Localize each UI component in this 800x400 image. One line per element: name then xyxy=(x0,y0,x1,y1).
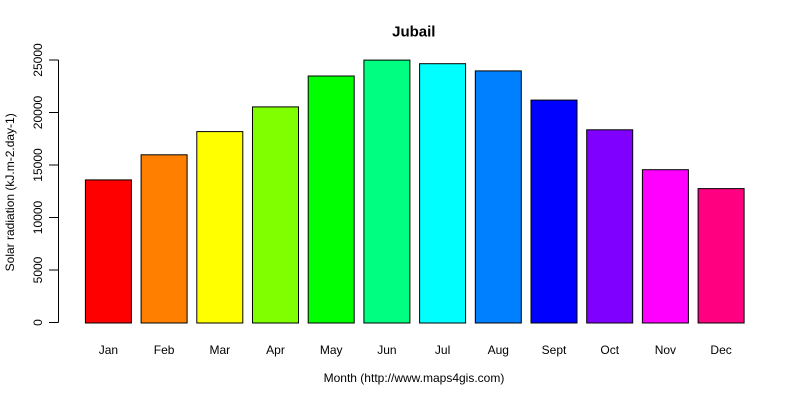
svg-text:Dec: Dec xyxy=(710,343,731,357)
svg-text:Jan: Jan xyxy=(99,343,118,357)
svg-text:Jun: Jun xyxy=(377,343,396,357)
svg-text:0: 0 xyxy=(31,319,45,326)
svg-text:Jubail: Jubail xyxy=(392,24,435,41)
svg-text:Oct: Oct xyxy=(600,343,619,357)
svg-text:Mar: Mar xyxy=(209,343,230,357)
svg-text:Jul: Jul xyxy=(435,343,450,357)
svg-text:5000: 5000 xyxy=(31,256,45,283)
svg-text:25000: 25000 xyxy=(31,43,45,77)
svg-text:Aug: Aug xyxy=(488,343,509,357)
svg-text:Apr: Apr xyxy=(266,343,285,357)
svg-text:Nov: Nov xyxy=(655,343,676,357)
svg-text:Feb: Feb xyxy=(154,343,175,357)
svg-text:Sept: Sept xyxy=(542,343,567,357)
svg-text:May: May xyxy=(320,343,343,357)
svg-text:Month (http://www.maps4gis.com: Month (http://www.maps4gis.com) xyxy=(324,371,505,385)
svg-text:10000: 10000 xyxy=(31,200,45,234)
svg-text:20000: 20000 xyxy=(31,95,45,129)
svg-text:Solar radiation (kJ.m-2.day-1): Solar radiation (kJ.m-2.day-1) xyxy=(3,113,17,271)
svg-text:15000: 15000 xyxy=(31,148,45,182)
